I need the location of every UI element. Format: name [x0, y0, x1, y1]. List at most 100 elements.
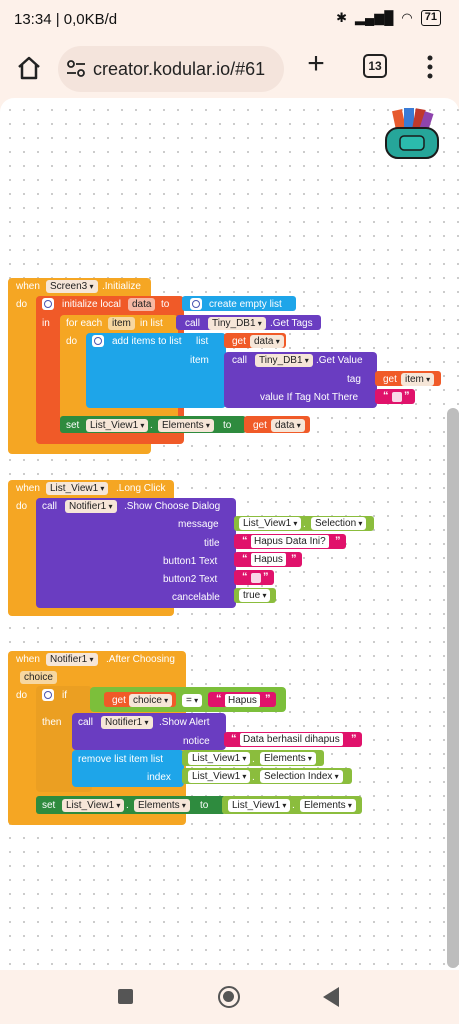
property-dropdown[interactable]: Elements	[300, 799, 356, 812]
quote-close: ”	[291, 553, 297, 565]
site-settings-icon[interactable]	[66, 60, 86, 78]
mutator-gear-icon[interactable]	[42, 298, 54, 310]
component-dropdown[interactable]: List_View1	[86, 419, 149, 432]
component-dropdown[interactable]: Notifier1	[65, 500, 117, 513]
add-items-block[interactable]	[86, 333, 226, 408]
call-label: call	[185, 318, 201, 329]
back-icon[interactable]	[323, 987, 339, 1007]
quote-close: ”	[351, 733, 357, 745]
in-list-label: in list	[140, 318, 163, 329]
list-label: list	[196, 336, 209, 347]
mutator-gear-icon[interactable]	[42, 689, 54, 701]
property-dropdown[interactable]: Elements	[134, 799, 190, 812]
show-choose-dialog-block[interactable]	[36, 498, 236, 608]
bluetooth-icon: ✱	[336, 10, 347, 25]
more-menu-icon[interactable]	[422, 54, 438, 80]
if-label: if	[62, 690, 67, 701]
get-var-dropdown[interactable]: item	[401, 373, 435, 386]
boolean-dropdown[interactable]: true	[239, 589, 271, 602]
backpack-icon[interactable]	[380, 106, 446, 166]
new-tab-icon[interactable]: +	[307, 47, 325, 80]
url-text[interactable]: creator.kodular.io/#61	[93, 59, 266, 79]
do-label: do	[16, 501, 28, 512]
dot-label: .	[252, 754, 255, 765]
mutator-gear-icon[interactable]	[190, 298, 202, 310]
status-icons: ✱ ▂▄▆█ ◠ 71	[336, 10, 441, 26]
property-dropdown[interactable]: Selection Index	[260, 770, 343, 783]
system-nav-bar	[0, 970, 459, 1024]
quote-close: ”	[404, 390, 410, 402]
to-label: to	[200, 800, 209, 811]
empty-string-field[interactable]	[392, 392, 402, 402]
component-dropdown[interactable]: List_View1	[188, 752, 251, 765]
component-dropdown[interactable]: List_View1	[239, 517, 302, 530]
event-label: .Long Click	[116, 483, 166, 494]
dot-label: .	[252, 772, 255, 783]
dot-label: .	[150, 420, 153, 431]
component-dropdown[interactable]: List_View1	[228, 799, 291, 812]
property-dropdown[interactable]: Elements	[260, 752, 316, 765]
quote-open: “	[242, 571, 248, 583]
get-label: get	[112, 695, 126, 706]
quote-close: ”	[265, 693, 271, 705]
dot-label: .	[303, 519, 306, 530]
battery-icon: 71	[420, 10, 441, 26]
var-name-field[interactable]: data	[128, 298, 156, 311]
operator-dropdown[interactable]: =	[182, 694, 203, 707]
value-if-label: value If Tag Not There	[260, 392, 359, 403]
property-dropdown[interactable]: Selection	[311, 517, 367, 530]
vertical-scrollbar[interactable]	[447, 408, 459, 968]
home-icon[interactable]	[14, 53, 44, 83]
remove-list-item-block[interactable]	[72, 750, 184, 787]
create-empty-list-block[interactable]	[182, 296, 296, 311]
get-var-dropdown[interactable]: data	[271, 419, 305, 432]
home-nav-icon[interactable]	[218, 986, 240, 1008]
get-label: get	[253, 420, 267, 431]
loop-var-field[interactable]: item	[108, 317, 135, 330]
url-bar[interactable]: creator.kodular.io/#61	[58, 46, 284, 92]
component-dropdown[interactable]: List_View1	[188, 770, 251, 783]
component-dropdown[interactable]: List_View1	[46, 482, 109, 495]
text-field[interactable]: Hapus Data Ini?	[251, 535, 329, 548]
remove-label: remove list item list	[78, 754, 164, 765]
event-label: .Initialize	[102, 281, 141, 292]
event-label: .After Choosing	[106, 654, 175, 665]
cancelable-label: cancelable	[172, 592, 220, 603]
tab-count-button[interactable]: 13	[363, 54, 387, 78]
text-field[interactable]: Hapus	[251, 553, 286, 566]
mutator-gear-icon[interactable]	[92, 335, 104, 347]
do-label: do	[16, 299, 28, 310]
param-field[interactable]: choice	[20, 671, 57, 684]
db-dropdown[interactable]: Tiny_DB1	[255, 354, 313, 367]
get-var-dropdown[interactable]: data	[250, 335, 284, 348]
quote-open: “	[383, 390, 389, 402]
dot-label: .	[126, 800, 129, 811]
do-label: do	[66, 336, 78, 347]
text-field[interactable]: Data berhasil dihapus	[240, 733, 343, 746]
empty-string-field[interactable]	[251, 573, 261, 583]
quote-open: “	[231, 733, 237, 745]
method-label: .Show Alert	[159, 717, 210, 728]
to-label: to	[223, 420, 232, 431]
browser-toolbar: creator.kodular.io/#61 + 13	[0, 40, 459, 98]
get-tags-label: .Get Tags	[270, 318, 313, 329]
in-label: in	[42, 318, 50, 329]
quote-open: “	[216, 693, 222, 705]
title-label: title	[204, 538, 220, 549]
tag-label: tag	[347, 374, 361, 385]
recents-icon[interactable]	[118, 989, 133, 1004]
component-dropdown[interactable]: Notifier1	[46, 653, 98, 666]
blocks-workspace[interactable]: when Screen3 .Initialize do initialize l…	[0, 98, 459, 970]
component-dropdown[interactable]: Notifier1	[101, 716, 153, 729]
get-value-label: .Get Value	[316, 355, 363, 366]
text-field[interactable]: Hapus	[225, 694, 260, 707]
component-dropdown[interactable]: List_View1	[62, 799, 125, 812]
call-label: call	[232, 355, 248, 366]
property-dropdown[interactable]: Elements	[158, 419, 214, 432]
dot-label: .	[292, 800, 295, 811]
signal-icon: ▂▄▆█	[354, 10, 394, 25]
component-dropdown[interactable]: Screen3	[46, 280, 98, 293]
db-dropdown[interactable]: Tiny_DB1	[208, 317, 266, 330]
message-label: message	[178, 519, 219, 530]
get-var-dropdown[interactable]: choice	[129, 694, 173, 707]
